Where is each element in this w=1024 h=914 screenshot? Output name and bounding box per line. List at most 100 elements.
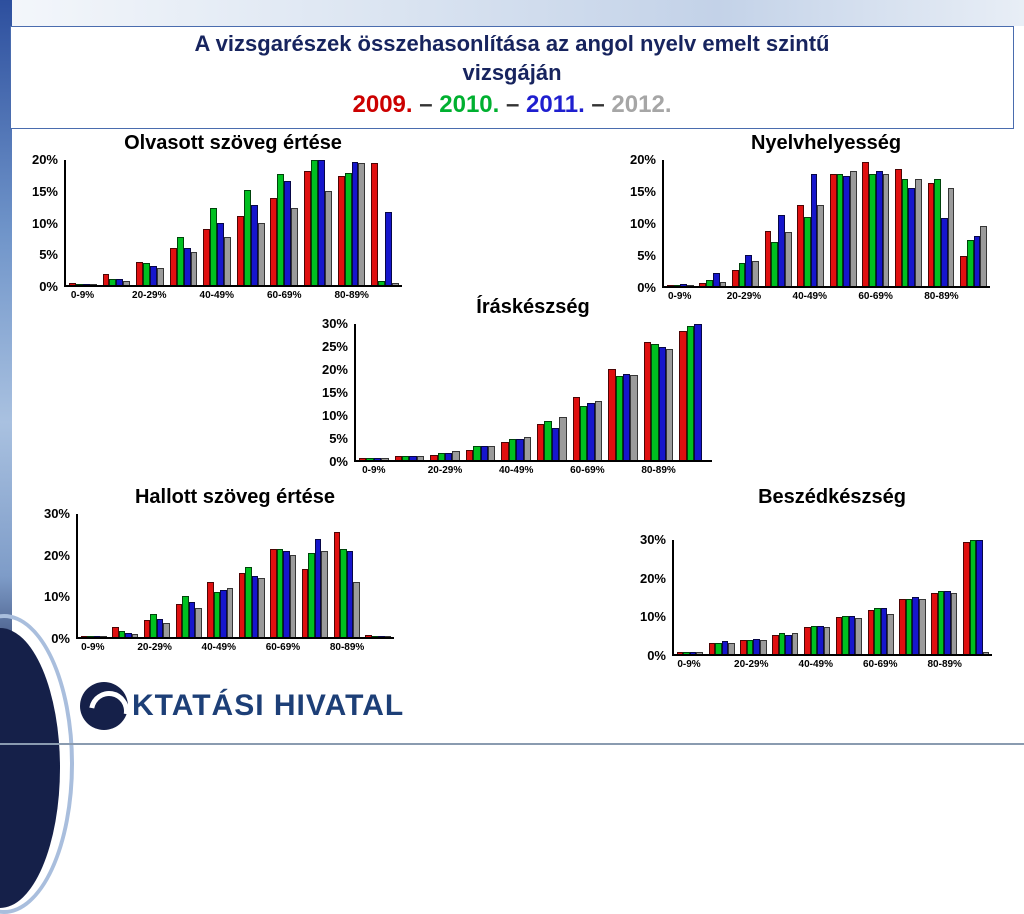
bar-group bbox=[794, 160, 827, 286]
bar-2009 bbox=[572, 396, 580, 460]
bar-2009 bbox=[333, 532, 341, 637]
bar-2010 bbox=[746, 639, 754, 654]
bar-2010 bbox=[366, 458, 374, 460]
y-tick-label: 10% bbox=[321, 408, 348, 424]
y-tick-label: 20% bbox=[629, 152, 656, 167]
bar-group bbox=[706, 540, 738, 654]
bar-2010 bbox=[245, 567, 252, 637]
bar-2010 bbox=[686, 326, 695, 460]
bar-2010 bbox=[579, 405, 588, 460]
bar-2009 bbox=[829, 173, 837, 286]
bar-2011 bbox=[785, 635, 792, 654]
bar-2009 bbox=[207, 581, 214, 637]
bar-2012 bbox=[416, 456, 425, 460]
bar-2012 bbox=[982, 652, 990, 654]
footer-divider-line bbox=[0, 743, 1024, 745]
chart-reading: Olvasott szöveg értése 0% 5% 10% 15% 20% 0-9… bbox=[18, 132, 402, 301]
x-tick-label: 40-49% bbox=[199, 290, 234, 301]
x-axis: 0-9% 20-29% 40-49% 60-69% 80-89% bbox=[664, 291, 990, 302]
bar-2009 bbox=[608, 369, 616, 460]
bar-group bbox=[570, 324, 606, 460]
bar-group bbox=[674, 540, 706, 654]
bar-2009 bbox=[102, 274, 110, 285]
x-tick-label bbox=[893, 291, 924, 302]
x-tick-label bbox=[962, 659, 992, 670]
y-axis: 0% 5% 10% 15% 20% bbox=[616, 152, 662, 295]
bar-2010 bbox=[308, 552, 315, 637]
bar-group bbox=[335, 160, 369, 285]
x-tick-label: 20-29% bbox=[427, 465, 463, 476]
x-tick-label: 40-49% bbox=[498, 465, 534, 476]
bar-2010 bbox=[176, 236, 184, 285]
x-tick-label: 0-9% bbox=[362, 465, 386, 476]
year-label-2011: 2011. bbox=[526, 91, 585, 119]
bar-2009 bbox=[732, 269, 739, 286]
x-tick-label: 40-49% bbox=[201, 642, 236, 653]
bar-2009 bbox=[337, 175, 345, 285]
bar-2011 bbox=[82, 283, 90, 285]
bar-2011 bbox=[912, 597, 920, 654]
bar-group bbox=[200, 160, 234, 285]
bar-2012 bbox=[258, 577, 265, 637]
bar-2012 bbox=[887, 614, 894, 654]
x-tick-label: 60-69% bbox=[570, 465, 605, 476]
bar-2009 bbox=[803, 627, 811, 654]
bar-2009 bbox=[927, 183, 935, 286]
bar-group bbox=[928, 540, 960, 654]
bar-2010 bbox=[143, 263, 150, 285]
bar-2011 bbox=[745, 254, 753, 286]
bar-2010 bbox=[371, 635, 379, 637]
bar-2011 bbox=[712, 273, 720, 286]
bar-2011 bbox=[250, 205, 258, 285]
bar-2010 bbox=[905, 598, 913, 654]
bar-group bbox=[66, 160, 100, 285]
x-tick-label: 60-69% bbox=[265, 642, 301, 653]
bar-2009 bbox=[740, 639, 747, 654]
bar-2011 bbox=[622, 373, 631, 460]
bar-2012 bbox=[665, 348, 674, 460]
years-legend: 2009. – 2010. – 2011. – 2012. bbox=[11, 91, 1013, 120]
chart-grammar: Nyelvhelyesség 0% 5% 10% 15% 20% 0-9% 20-29% 4… bbox=[616, 132, 990, 302]
footer-logo-text: KTATÁSI HIVATAL bbox=[132, 689, 405, 722]
bar-2009 bbox=[238, 573, 246, 637]
chart-speaking: Beszédkészség 0% 10% 20% 30% 0-9% 20-29% 40-4… bbox=[626, 486, 992, 670]
bar-2012 bbox=[291, 208, 299, 285]
x-tick-label: 80-89% bbox=[329, 642, 365, 653]
bar-2012 bbox=[849, 170, 857, 286]
bar-2011 bbox=[314, 538, 322, 637]
bar-2010 bbox=[277, 173, 285, 285]
bar-2011 bbox=[217, 222, 225, 285]
bar-group bbox=[801, 540, 833, 654]
bar-2009 bbox=[301, 569, 309, 637]
bar-2011 bbox=[220, 589, 227, 637]
bar-2009 bbox=[371, 163, 379, 285]
bar-2011 bbox=[721, 641, 729, 654]
x-tick-label bbox=[761, 291, 792, 302]
bar-2010 bbox=[87, 636, 94, 637]
bar-group bbox=[463, 324, 499, 460]
x-tick-label: 80-89% bbox=[924, 291, 959, 302]
bar-2010 bbox=[402, 455, 410, 460]
y-tick-label: 20% bbox=[43, 547, 70, 563]
x-tick-label: 80-89% bbox=[334, 290, 369, 301]
x-tick-label bbox=[236, 642, 266, 653]
y-axis: 0% 5% 10% 15% 20% bbox=[18, 152, 64, 294]
bar-2009 bbox=[394, 456, 402, 460]
bar-group bbox=[167, 160, 201, 285]
bar-2009 bbox=[962, 541, 970, 654]
bar-2011 bbox=[346, 550, 354, 637]
bar-group bbox=[697, 160, 730, 286]
bar-2009 bbox=[68, 283, 76, 285]
y-tick-label: 0% bbox=[51, 631, 70, 646]
bar-2010 bbox=[651, 344, 659, 460]
bar-2010 bbox=[937, 591, 945, 654]
bar-group bbox=[664, 160, 697, 286]
y-tick-label: 20% bbox=[31, 152, 58, 167]
bar-2012 bbox=[728, 642, 735, 654]
bar-2012 bbox=[384, 636, 392, 637]
x-tick-label bbox=[959, 291, 990, 302]
bar-2012 bbox=[131, 633, 139, 637]
bar-2011 bbox=[689, 652, 697, 654]
x-tick-label: 40-49% bbox=[792, 291, 828, 302]
x-tick-label bbox=[833, 659, 863, 670]
